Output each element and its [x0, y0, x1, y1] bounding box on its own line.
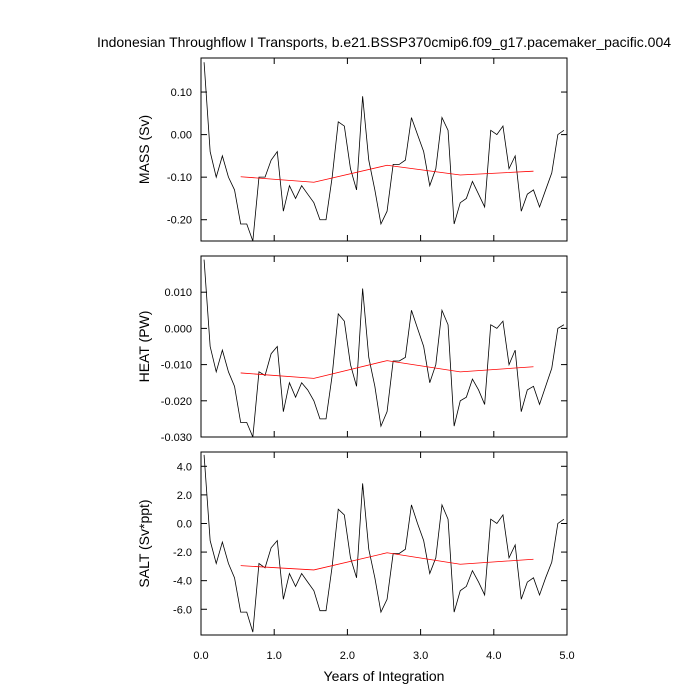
x-tick-label: 3.0 — [413, 650, 428, 662]
plot-frame-salt — [200, 451, 568, 636]
y-tick-label-salt: -2.0 — [173, 547, 192, 559]
plot-frame-heat — [200, 255, 568, 438]
y-tick-label-heat: -0.010 — [161, 360, 192, 372]
x-tick-label: 5.0 — [559, 650, 574, 662]
y-axis-label-salt: SALT (Sv*ppt) — [136, 499, 152, 587]
y-tick-label-salt: -6.0 — [173, 604, 192, 616]
y-tick-label-salt: 2.0 — [177, 490, 192, 502]
y-tick-label-salt: 0.0 — [177, 518, 192, 530]
x-tick-label: 4.0 — [486, 650, 501, 662]
x-tick-label: 1.0 — [267, 650, 282, 662]
y-tick-label-heat: 0.000 — [164, 323, 192, 335]
series-line-annual-heat — [240, 360, 534, 379]
x-tick-labels: 0.0 1.0 2.0 3.0 4.0 5.0 — [193, 650, 574, 662]
y-tick-label-mass: 0.10 — [171, 87, 192, 99]
plot-frame-mass — [200, 57, 568, 242]
y-tick-label-mass: 0.00 — [171, 130, 192, 142]
y-tick-label-heat: -0.020 — [161, 396, 192, 408]
x-axis-label: Years of Integration — [324, 668, 445, 684]
series-line-annual-mass — [240, 164, 534, 183]
y-tick-label-heat: 0.010 — [164, 287, 192, 299]
x-tick-label: 0.0 — [193, 650, 208, 662]
chart-title: Indonesian Throughflow I Transports, b.e… — [97, 34, 671, 50]
series-line-raw-mass — [203, 62, 565, 241]
y-tick-label-mass: -0.20 — [167, 215, 192, 227]
y-tick-label-salt: -4.0 — [173, 576, 192, 588]
y-tick-label-heat: -0.030 — [161, 432, 192, 444]
series-line-annual-salt — [240, 552, 534, 571]
panel-salt: 4.0 2.0 0.0 -2.0 -4.0 -6.0 SALT (Sv*ppt) — [136, 451, 568, 636]
y-tick-label-mass: -0.10 — [167, 172, 192, 184]
y-tick-label-salt: 4.0 — [177, 461, 192, 473]
y-axis-label-heat: HEAT (PW) — [136, 311, 152, 383]
series-line-raw-heat — [203, 259, 565, 437]
series-line-raw-salt — [203, 454, 565, 633]
x-tick-label: 2.0 — [340, 650, 355, 662]
y-axis-label-mass: MASS (Sv) — [136, 115, 152, 184]
panel-heat: 0.010 0.000 -0.010 -0.020 -0.030 HEAT (PW) — [136, 255, 568, 444]
panel-mass: 0.10 0.00 -0.10 -0.20 MASS (Sv) — [136, 57, 568, 242]
